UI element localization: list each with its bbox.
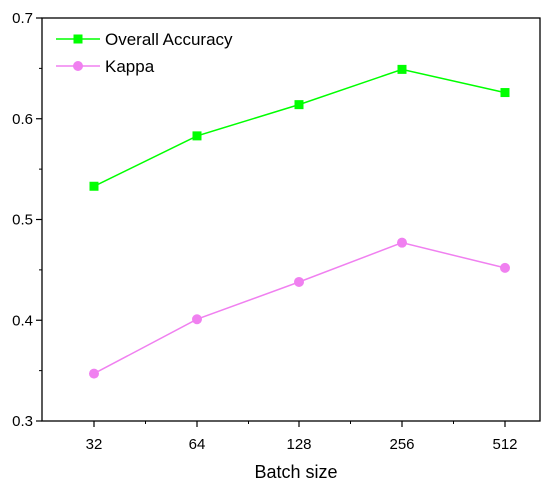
data-point-overall-accuracy (192, 131, 202, 141)
legend-marker-kappa (73, 61, 83, 71)
series-layer (89, 64, 510, 379)
y-tick-label: 0.6 (12, 111, 33, 128)
x-axis-title: Batch size (254, 462, 337, 482)
plot-frame (41, 17, 541, 422)
x-tick-label: 64 (189, 436, 206, 453)
legend-marker-overall-accuracy (73, 34, 83, 44)
data-point-kappa (89, 368, 99, 379)
y-tick-label: 0.5 (12, 212, 33, 229)
y-axis-ticks: 0.3 0.4 0.5 0.6 0.7 (12, 10, 42, 430)
legend-item-overall-accuracy: Overall Accuracy (56, 30, 233, 49)
x-tick-label: 32 (86, 436, 103, 453)
x-tick-label: 512 (492, 436, 517, 453)
data-point-kappa (192, 314, 202, 325)
data-point-kappa (500, 262, 510, 273)
data-point-overall-accuracy (500, 88, 510, 98)
legend-label-kappa: Kappa (105, 57, 155, 76)
data-point-kappa (294, 276, 304, 287)
data-point-overall-accuracy (397, 64, 407, 74)
legend-label-overall-accuracy: Overall Accuracy (105, 30, 233, 49)
x-tick-label: 256 (389, 436, 414, 453)
data-point-overall-accuracy (89, 181, 99, 191)
data-point-kappa (397, 237, 407, 248)
series-line-overall-accuracy (93, 68, 506, 187)
legend-item-kappa: Kappa (56, 57, 155, 76)
legend: Overall Accuracy Kappa (56, 30, 233, 76)
x-axis-ticks: 32 64 128 256 512 (86, 421, 518, 453)
y-tick-label: 0.3 (12, 413, 33, 430)
x-tick-label: 128 (286, 436, 311, 453)
series-line-kappa (93, 241, 506, 375)
y-tick-label: 0.7 (12, 10, 33, 27)
y-tick-label: 0.4 (12, 312, 33, 329)
data-point-overall-accuracy (294, 100, 304, 110)
